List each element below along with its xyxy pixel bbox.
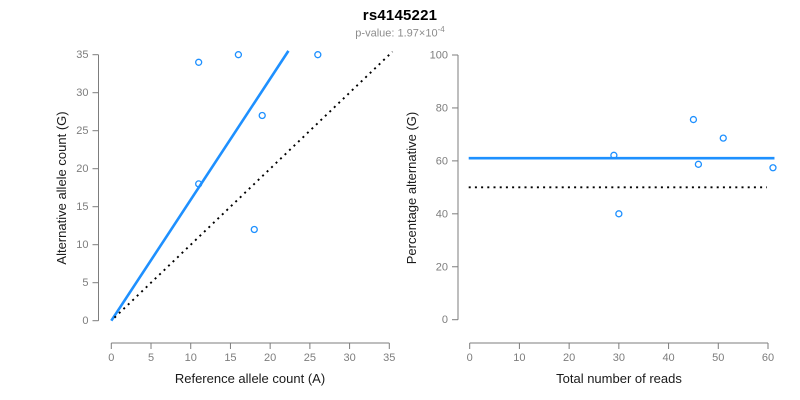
data-point <box>769 164 777 172</box>
data-point <box>250 225 258 234</box>
x-axis-title: Reference allele count (A) <box>175 371 325 386</box>
data-point <box>689 115 698 124</box>
y-tick-label: 0 <box>442 314 448 326</box>
identity-line <box>113 50 394 319</box>
y-tick-label: 25 <box>76 125 88 137</box>
data-point <box>694 160 703 168</box>
y-tick-label: 35 <box>76 49 88 61</box>
x-tick-label: 50 <box>712 352 724 364</box>
y-tick-label: 80 <box>436 102 448 114</box>
x-tick-label: 0 <box>108 352 114 364</box>
y-tick-label: 10 <box>76 239 88 251</box>
data-point <box>234 51 243 59</box>
x-tick-label: 15 <box>224 352 236 364</box>
x-tick-label: 30 <box>343 352 355 364</box>
x-axis-title: Total number of reads <box>556 371 682 386</box>
x-tick-label: 0 <box>467 352 473 364</box>
x-tick-label: 35 <box>383 352 395 364</box>
x-tick-label: 20 <box>264 352 276 364</box>
data-point <box>719 134 727 142</box>
data-point <box>195 58 203 66</box>
data-point <box>610 151 618 159</box>
x-tick-label: 20 <box>563 352 575 364</box>
data-point <box>314 51 322 59</box>
y-tick-label: 40 <box>436 208 448 220</box>
y-tick-label: 20 <box>76 163 88 175</box>
x-tick-label: 30 <box>613 352 625 364</box>
fit-line <box>110 50 290 322</box>
y-tick-label: 100 <box>430 50 448 62</box>
x-tick-label: 5 <box>148 352 154 364</box>
data-point <box>195 180 203 188</box>
y-tick-label: 0 <box>82 315 88 327</box>
y-tick-label: 30 <box>76 87 88 99</box>
y-axis-title: Percentage alternative (G) <box>404 112 419 264</box>
data-point <box>258 111 266 120</box>
p-value-subtitle: p-value: 1.97×10-4 <box>0 25 800 40</box>
p-value-text: p-value: 1.97×10 <box>355 27 438 40</box>
y-tick-label: 20 <box>436 261 448 273</box>
y-tick-label: 15 <box>76 201 88 213</box>
x-tick-label: 25 <box>304 352 316 364</box>
left-plot-allele-count-scatter: 0 5 10 15 20 25 30 35 0 5 10 15 20 25 30 35 Reference al… <box>54 49 395 386</box>
x-tick-label: 10 <box>185 352 197 364</box>
p-value-exponent: -4 <box>437 25 445 34</box>
right-plot-percentage-scatter: 0 10 20 30 40 50 60 0 20 40 60 80 100 Total number of… <box>404 50 777 386</box>
plot-title: rs4145221 <box>362 7 438 24</box>
x-tick-label: 60 <box>762 352 774 364</box>
x-tick-label: 40 <box>662 352 674 364</box>
data-point <box>615 210 623 218</box>
y-tick-label: 60 <box>436 155 448 167</box>
y-axis-title: Alternative allele count (G) <box>54 111 69 264</box>
y-tick-label: 5 <box>82 277 88 289</box>
x-tick-label: 10 <box>513 352 525 364</box>
